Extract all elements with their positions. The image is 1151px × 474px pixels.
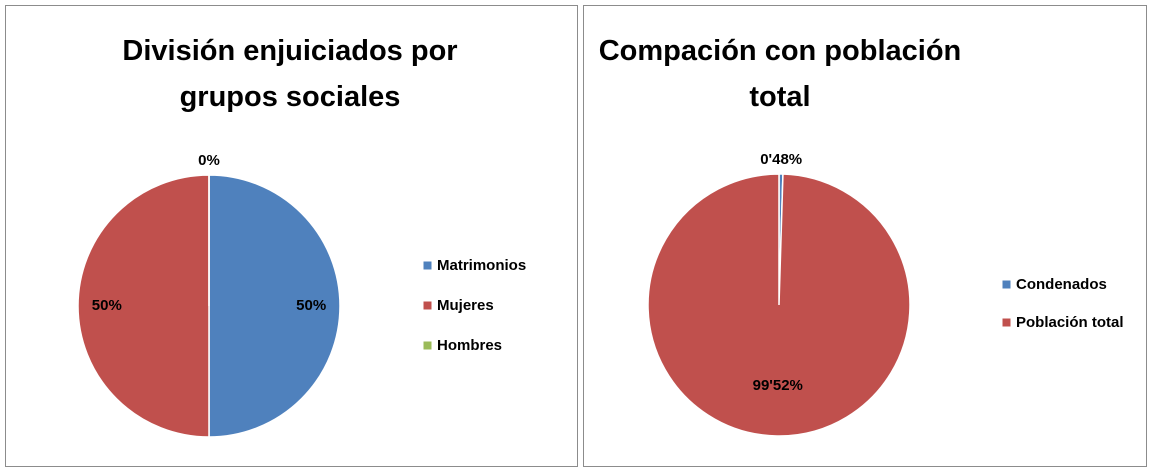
legend-swatch (422, 340, 433, 351)
data-label: 50% (92, 297, 122, 314)
legend-swatch (1001, 317, 1012, 328)
legend-label: Condenados (1016, 276, 1107, 293)
legend-label: Población total (1016, 314, 1124, 331)
pie-slice (208, 174, 341, 438)
legend-label: Matrimonios (437, 257, 526, 274)
pie-slice (77, 174, 210, 438)
data-label: 0% (198, 152, 220, 169)
legend-label: Hombres (437, 337, 502, 354)
chart-title: Compación con población total (598, 35, 962, 113)
data-label: 99'52% (753, 377, 803, 394)
pie-slice (647, 173, 911, 437)
legend-swatch (422, 300, 433, 311)
data-label: 0'48% (760, 151, 802, 168)
legend-swatch (1001, 279, 1012, 290)
data-label: 50% (296, 297, 326, 314)
legend-label: Mujeres (437, 297, 494, 314)
legend-swatch (422, 260, 433, 271)
chart-title: División enjuiciados por grupos sociales (122, 35, 458, 113)
